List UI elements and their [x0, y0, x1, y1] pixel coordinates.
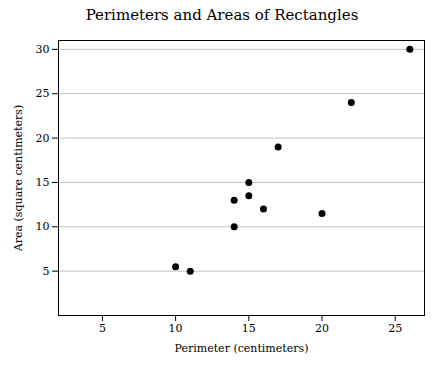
svg-text:15: 15 [242, 322, 256, 335]
svg-text:Perimeter (centimeters): Perimeter (centimeters) [175, 342, 309, 355]
svg-text:20: 20 [36, 132, 50, 145]
svg-text:5: 5 [99, 322, 106, 335]
svg-text:25: 25 [36, 87, 50, 100]
html-text:Perimeters and Areas of Rectan: Perimeters and Areas of Rectangles [85, 6, 359, 24]
svg-text:20: 20 [315, 322, 329, 335]
svg-text:10: 10 [169, 322, 183, 335]
svg-text:25: 25 [388, 322, 402, 335]
svg-text:15: 15 [36, 176, 50, 189]
svg-text:Area (square centimeters): Area (square centimeters) [12, 105, 25, 252]
svg-text:30: 30 [36, 43, 50, 56]
svg-text:5: 5 [43, 265, 50, 278]
svg-text:10: 10 [36, 220, 50, 233]
